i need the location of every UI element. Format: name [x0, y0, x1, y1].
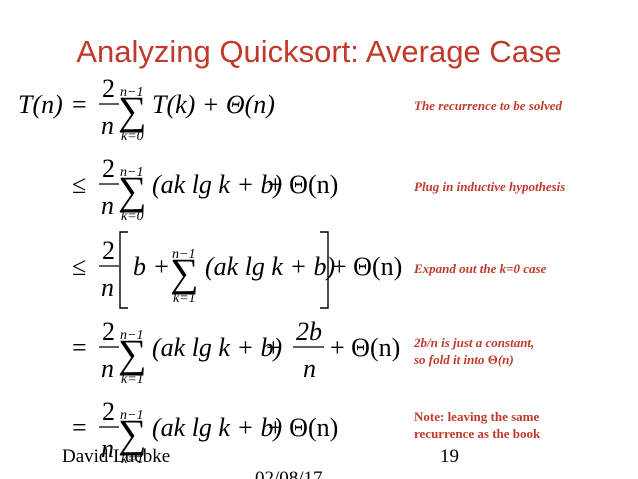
footer-date: 02/08/17 [255, 468, 323, 479]
theta-symbol: Θ [487, 352, 498, 367]
sigma: ∑ [118, 411, 147, 456]
annotation-constant-prefix: so fold it into [414, 352, 488, 367]
sum-upper: n−1 [172, 247, 195, 262]
eq-sign: = [72, 413, 87, 442]
frac-denominator: n [101, 111, 114, 140]
eq-sign: = [72, 333, 87, 362]
annotation-book: Note: leaving the same recurrence as the… [414, 408, 540, 442]
akb-term: (ak lg k + b) [152, 170, 282, 199]
equation-3: ≤ 2 n b + n−1 ∑ k=1 (ak lg k + b) + Θ(n) [72, 231, 402, 309]
frac-denominator: n [101, 434, 114, 463]
eq-sign: = [72, 90, 87, 119]
sum-upper: n−1 [120, 85, 143, 100]
equation-1: T(n) = 2 n n−1 ∑ k=0 T(k) + Θ(n) [18, 74, 275, 144]
theta-term: + Θ(n) [268, 413, 338, 442]
sum-upper: n−1 [120, 408, 143, 423]
akb-term: (ak lg k + b) [152, 413, 282, 442]
theta-term: + Θ(n) [332, 252, 402, 281]
sigma: ∑ [118, 331, 147, 376]
footer-author: David Luebke [62, 446, 171, 467]
sigma: ∑ [170, 250, 199, 295]
annotation-book-line2: recurrence as the book [414, 426, 541, 441]
frac-numerator-2b: 2b [296, 317, 322, 346]
sum-lower: k=1 [121, 372, 144, 387]
frac-numerator: 2 [102, 154, 115, 183]
le-sign: ≤ [72, 170, 86, 199]
sum-lower: k=0 [121, 209, 144, 224]
frac-denominator: n [101, 354, 114, 383]
annotation-recurrence: The recurrence to be solved [414, 98, 563, 113]
annotation-expand: Expand out the k=0 case [414, 261, 547, 276]
annotation-constant: 2b/n is just a constant, so fold it into… [414, 334, 534, 368]
le-sign: ≤ [72, 252, 86, 281]
frac-numerator: 2 [102, 397, 115, 426]
sigma: ∑ [118, 88, 147, 133]
sum-lower: k=1 [121, 452, 144, 467]
annotation-inductive: Plug in inductive hypothesis [414, 179, 566, 194]
annotation-constant-line2: so fold it into Θ(n) [414, 351, 534, 368]
theta-term: + Θ(n) [330, 333, 400, 362]
frac-denominator: n [101, 191, 114, 220]
akb-term: (ak lg k + b) [152, 333, 282, 362]
sum-lower: k=1 [173, 291, 196, 306]
left-bracket [119, 231, 128, 309]
equation-2: ≤ 2 n n−1 ∑ k=0 (ak lg k + b) + Θ(n) [72, 154, 338, 224]
sum-upper: n−1 [120, 328, 143, 343]
frac-numerator: 2 [102, 74, 115, 103]
frac-denominator: n [303, 354, 316, 383]
equation-5: = 2 n n−1 ∑ k=1 (ak lg k + b) + Θ(n) [72, 397, 338, 467]
annotation-book-line1: Note: leaving the same [414, 409, 540, 424]
frac-denominator: n [101, 273, 114, 302]
akb-term: (ak lg k + b) [205, 252, 335, 281]
frac-numerator: 2 [102, 317, 115, 346]
lhs: T(n) [18, 90, 63, 119]
eq1-body: T(k) + Θ(n) [152, 90, 275, 119]
sum-upper: n−1 [120, 165, 143, 180]
sum-lower: k=0 [121, 129, 144, 144]
frac-numerator: 2 [102, 236, 115, 265]
annotation-constant-line1: 2b/n is just a constant, [414, 335, 535, 350]
footer-page-number: 19 [440, 446, 459, 467]
plus-sign: + [266, 333, 281, 362]
sigma: ∑ [118, 168, 147, 213]
slide-title: Analyzing Quicksort: Average Case [76, 34, 562, 69]
b-plus: b + [133, 252, 170, 281]
equation-4: = 2 n n−1 ∑ k=1 (ak lg k + b) + 2b n + Θ… [72, 317, 400, 387]
theta-term: + Θ(n) [268, 170, 338, 199]
right-bracket [320, 231, 329, 309]
annotation-constant-suffix: (n) [497, 352, 514, 367]
